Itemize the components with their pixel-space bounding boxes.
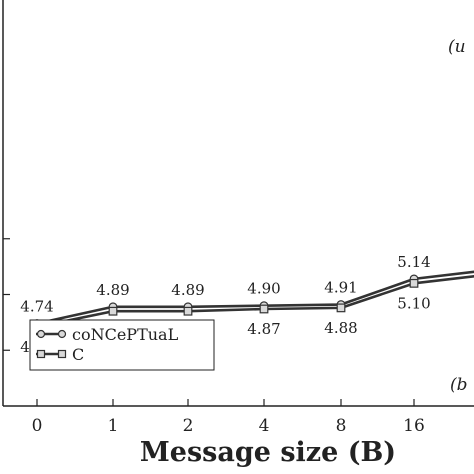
x-tick-label: 1 bbox=[108, 416, 119, 436]
data-label-c: 5.10 bbox=[397, 294, 430, 312]
data-labels: 4.744.894.894.904.915.144.714.854.854.87… bbox=[20, 253, 430, 356]
data-label-conceptual: 4.91 bbox=[324, 279, 357, 297]
x-axis-ticks: 0 1 2 4 8 16 bbox=[32, 399, 425, 436]
legend-box bbox=[29, 319, 215, 371]
data-point-c bbox=[409, 278, 419, 288]
x-tick-label: 2 bbox=[183, 416, 194, 436]
x-tick-label: 16 bbox=[403, 416, 425, 436]
x-tick-label: 0 bbox=[32, 416, 43, 436]
annotation-bottom: (b bbox=[450, 375, 468, 395]
data-label-c: 4.88 bbox=[324, 319, 357, 337]
x-tick-label: 4 bbox=[259, 416, 270, 436]
data-point-c bbox=[336, 303, 346, 313]
data-label-c: 4.87 bbox=[247, 320, 280, 338]
legend-marker-conceptual bbox=[36, 329, 46, 339]
data-label-conceptual: 4.74 bbox=[20, 297, 53, 315]
data-point-c bbox=[259, 304, 269, 314]
data-label-conceptual: 4.89 bbox=[96, 281, 129, 299]
y-axis-ticks bbox=[3, 238, 10, 351]
legend-marker-c bbox=[36, 349, 46, 359]
legend-marker-conceptual-end bbox=[57, 329, 67, 339]
data-label-conceptual: 5.14 bbox=[397, 253, 430, 271]
x-tick-label: 8 bbox=[336, 416, 347, 436]
data-point-c bbox=[108, 306, 118, 316]
data-label-conceptual: 4.89 bbox=[171, 281, 204, 299]
x-axis-label: Message size (B) bbox=[140, 437, 396, 468]
legend-label-c: C bbox=[72, 345, 84, 364]
legend: coNCePTuaL C bbox=[29, 319, 215, 371]
legend-marker-c-end bbox=[57, 349, 67, 359]
legend-label-conceptual: coNCePTuaL bbox=[72, 325, 179, 344]
annotation-top: (u bbox=[448, 37, 466, 57]
data-label-conceptual: 4.90 bbox=[247, 280, 280, 298]
data-point-c bbox=[183, 306, 193, 316]
